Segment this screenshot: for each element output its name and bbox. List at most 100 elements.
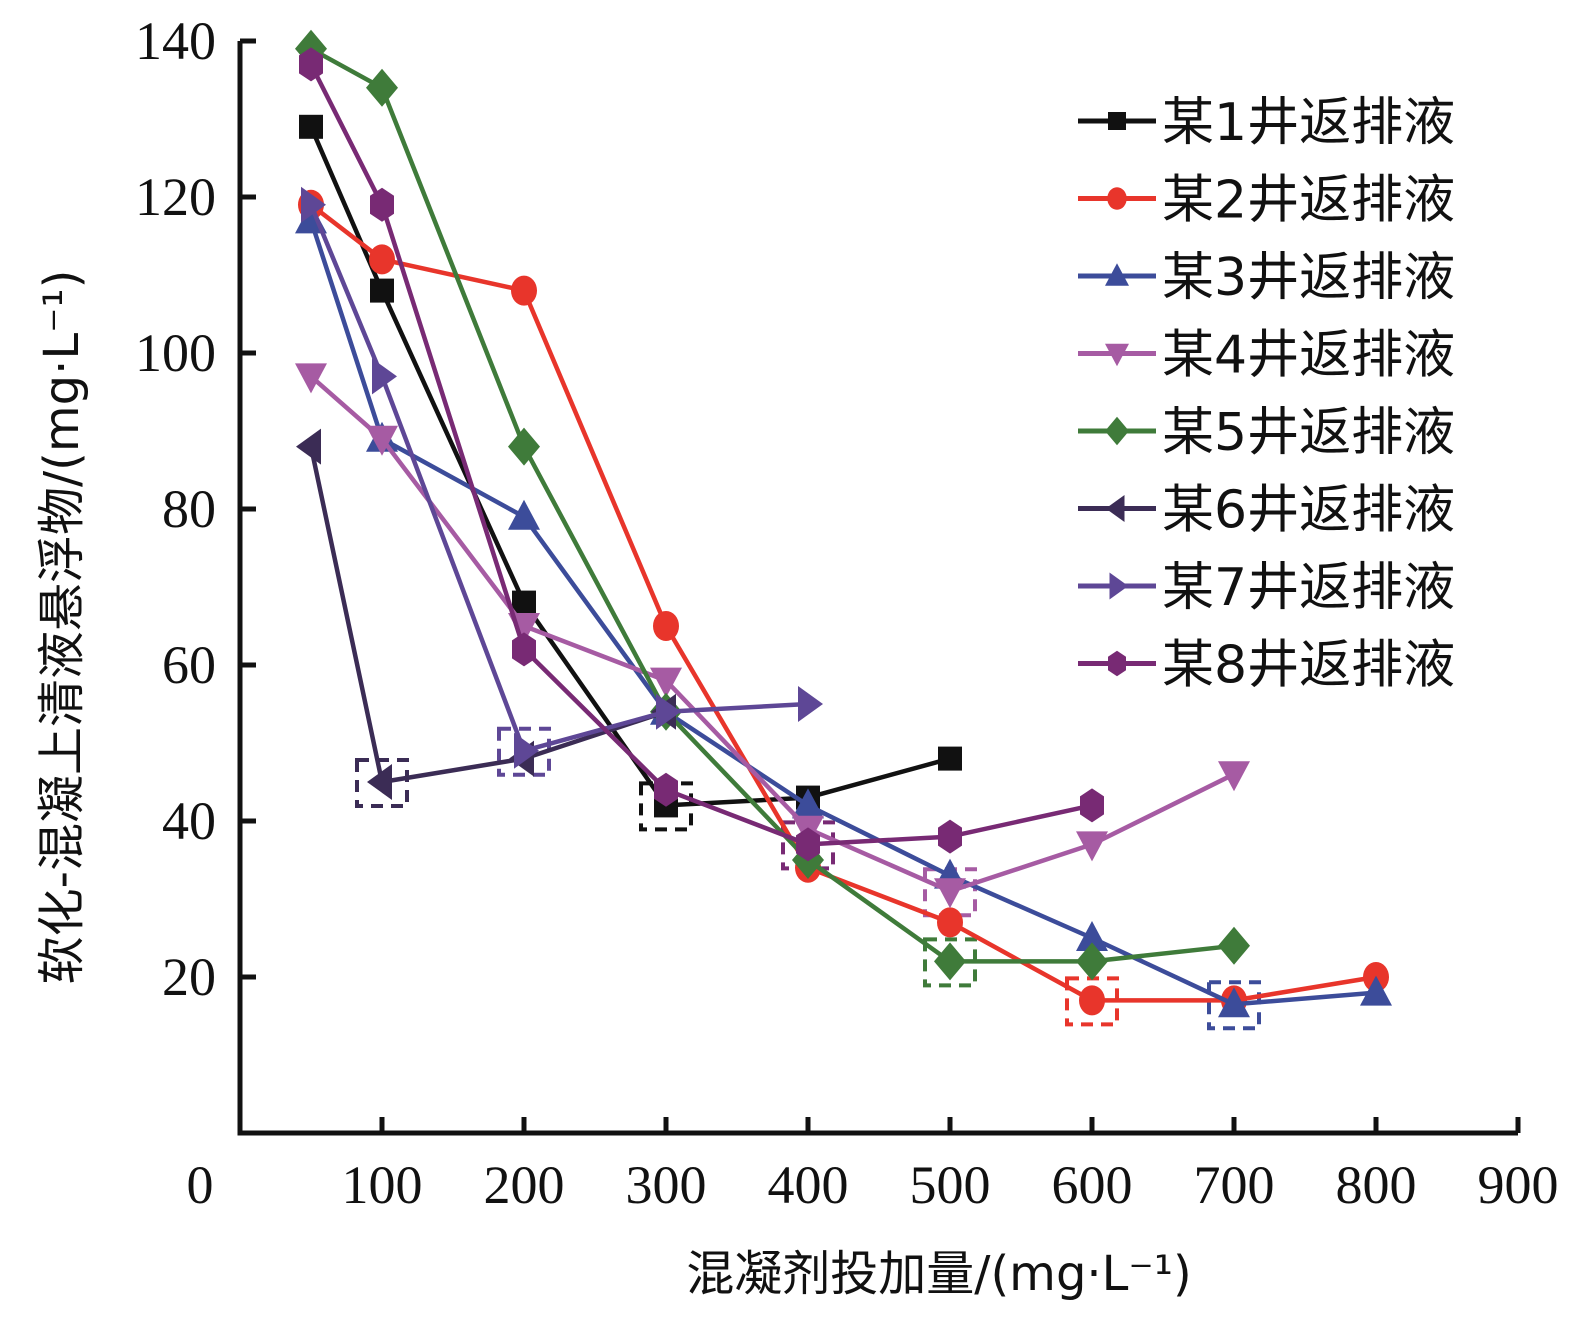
x-ticks: 100 200 300 400 500 600 700 800 900 [342, 1117, 1559, 1215]
legend-marker-triangle-left [1105, 495, 1125, 522]
data-point-triangle-down [650, 667, 682, 698]
y-tick-label: 20 [162, 947, 216, 1007]
data-point-triangle-up [1218, 987, 1250, 1018]
data-point-triangle-left [296, 428, 321, 465]
y-tick-label: 40 [162, 791, 216, 851]
series-8 [299, 47, 1104, 862]
x-tick-label: 600 [1052, 1155, 1133, 1215]
x-tick-label: 900 [1478, 1155, 1559, 1215]
data-point-hexagon [938, 819, 962, 854]
y-tick-label: 100 [135, 323, 216, 383]
series-7 [301, 186, 823, 769]
legend-marker-diamond [1105, 416, 1129, 446]
data-point-triangle-down [295, 363, 327, 394]
x-tick-label: 700 [1194, 1155, 1275, 1215]
legend-item: 某2井返排液 [1078, 171, 1455, 231]
data-point-triangle-right [798, 686, 823, 722]
data-point-square [512, 590, 536, 615]
series-line [308, 446, 667, 785]
x-tick-label: 400 [768, 1155, 849, 1215]
data-point-diamond [1218, 926, 1250, 965]
data-point-hexagon [299, 47, 323, 82]
legend-marker-hexagon [1108, 650, 1126, 677]
y-tick-label: 120 [135, 167, 216, 227]
legend-marker-triangle-up [1105, 263, 1129, 286]
data-point-triangle-down [1218, 761, 1250, 792]
x-origin-label: 0 [187, 1155, 214, 1215]
data-point-square [938, 746, 962, 771]
data-point-circle [937, 907, 963, 938]
y-tick-label: 140 [135, 11, 216, 71]
y-tick-label: 80 [162, 479, 216, 539]
legend-marker-square [1108, 112, 1126, 130]
data-point-triangle-down [934, 878, 966, 909]
data-point-triangle-right [301, 186, 326, 223]
data-point-diamond [1076, 942, 1108, 981]
legend-marker-triangle-right [1109, 572, 1129, 600]
optimal-dose-highlight-box [355, 758, 409, 808]
series-line [308, 63, 1093, 847]
series-layer [295, 29, 1392, 1031]
y-tick-label: 60 [162, 635, 216, 695]
data-point-triangle-down [366, 425, 398, 456]
data-point-triangle-right [514, 732, 539, 769]
optimal-dose-highlight-box [1207, 980, 1261, 1031]
data-point-circle [369, 244, 395, 275]
legend-item: 某6井返排液 [1078, 481, 1455, 541]
legend-label: 某4井返排液 [1162, 326, 1455, 386]
legend-label: 某5井返排液 [1162, 403, 1455, 463]
optimal-dose-highlight-box [497, 726, 551, 777]
data-point-triangle-up [508, 499, 540, 530]
x-tick-label: 500 [910, 1155, 991, 1215]
data-point-hexagon [796, 827, 820, 862]
data-point-triangle-up [792, 788, 824, 819]
legend-label: 某7井返排液 [1162, 558, 1455, 618]
data-point-circle [1079, 985, 1105, 1016]
x-tick-label: 100 [342, 1155, 423, 1215]
legend-item: 某1井返排液 [1078, 93, 1455, 153]
data-point-hexagon [654, 772, 678, 807]
x-tick-label: 800 [1336, 1155, 1417, 1215]
x-tick-label: 200 [484, 1155, 565, 1215]
data-point-triangle-right [372, 358, 397, 395]
data-point-diamond [366, 68, 398, 107]
data-point-hexagon [512, 632, 536, 667]
y-ticks: 20 40 60 80 100 120 140 [135, 11, 256, 1007]
data-point-circle [511, 275, 537, 306]
legend-marker-circle [1107, 187, 1127, 210]
legend-label: 某1井返排液 [1162, 93, 1455, 153]
data-point-triangle-right [656, 693, 681, 730]
series-4 [295, 363, 1250, 909]
data-point-hexagon [1080, 788, 1104, 823]
axes [237, 41, 1518, 1136]
series-line [308, 125, 951, 808]
legend-item: 某7井返排液 [1078, 558, 1455, 618]
legend-item: 某4井返排液 [1078, 326, 1455, 386]
series-1 [299, 114, 962, 818]
legend: 某1井返排液某2井返排液某3井返排液某4井返排液某5井返排液某6井返排液某7井返… [1078, 93, 1455, 696]
y-axis-title: 软化-混凝上清液悬浮物/(mg·L⁻¹) [34, 270, 90, 985]
legend-label: 某2井返排液 [1162, 171, 1455, 231]
data-point-diamond [934, 942, 966, 981]
x-tick-label: 300 [626, 1155, 707, 1215]
legend-label: 某8井返排液 [1162, 636, 1455, 696]
legend-label: 某3井返排液 [1162, 248, 1455, 308]
legend-label: 某6井返排液 [1162, 481, 1455, 541]
data-point-square [299, 114, 323, 139]
optimal-dose-highlight-box [923, 937, 977, 988]
legend-item: 某8井返排液 [1078, 636, 1455, 696]
series-line [309, 46, 1235, 964]
data-point-triangle-left [367, 764, 392, 800]
data-point-triangle-down [1076, 831, 1108, 862]
series-line [309, 374, 1235, 894]
x-axis-title: 混凝剂投加量/(mg·L⁻¹) [686, 1246, 1191, 1302]
legend-item: 某3井返排液 [1078, 248, 1455, 308]
data-point-circle [653, 611, 679, 641]
data-point-triangle-up [1360, 975, 1392, 1006]
data-point-diamond [508, 427, 540, 466]
data-point-square [370, 278, 394, 303]
data-point-hexagon [370, 187, 394, 222]
legend-item: 某5井返排液 [1078, 403, 1455, 463]
data-point-triangle-up [1076, 921, 1108, 951]
